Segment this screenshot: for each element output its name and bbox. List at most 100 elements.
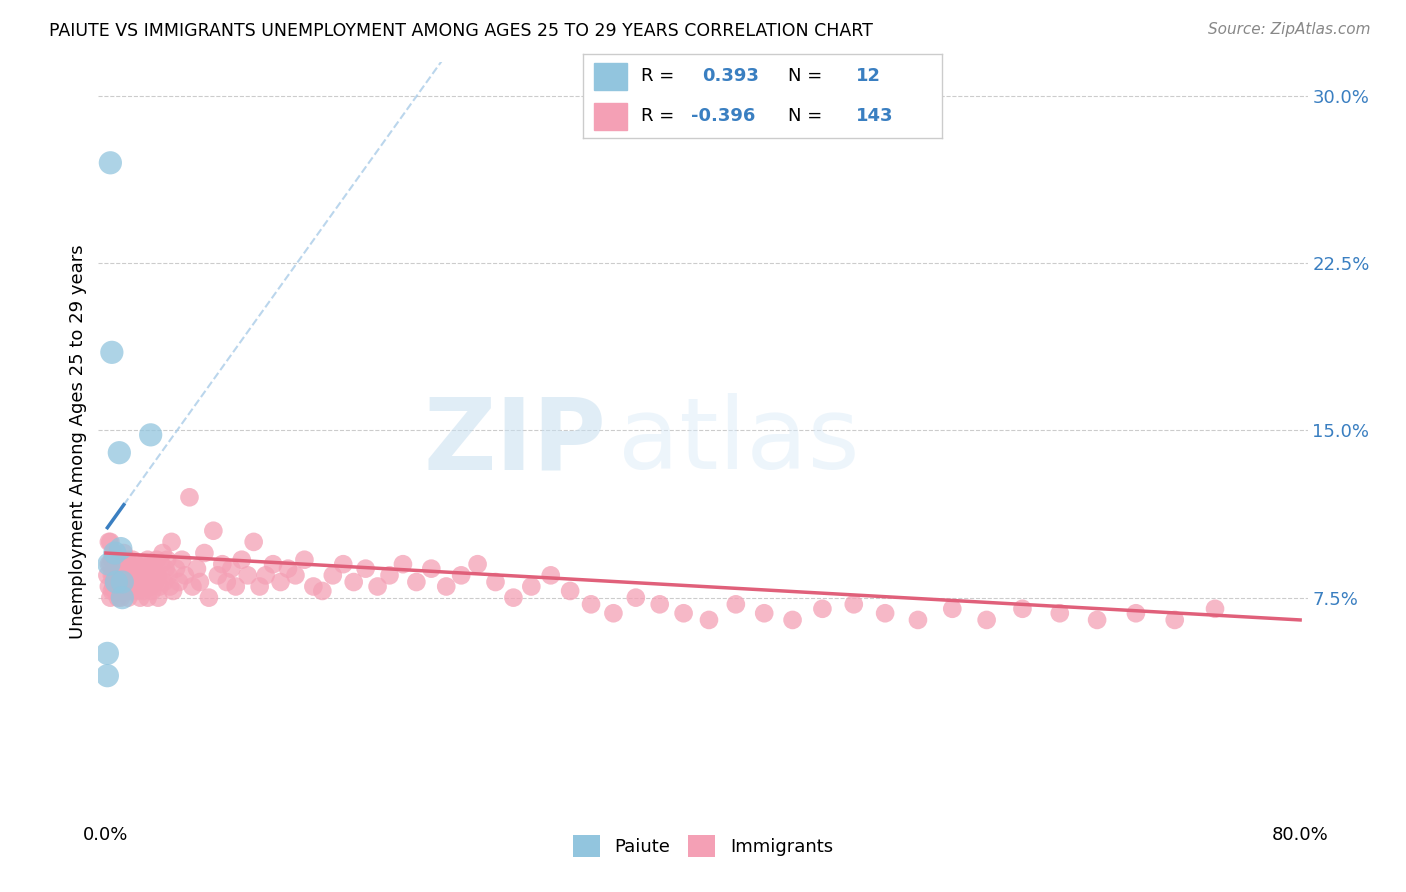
Point [188, 574, 211, 589]
Point [672, 607, 695, 621]
Point [467, 557, 489, 572]
Point [97, 557, 120, 572]
Point [117, 591, 139, 605]
Point [378, 568, 401, 582]
Point [215, 574, 238, 589]
Point [254, 568, 277, 582]
Point [149, 580, 172, 594]
Point [141, 584, 163, 599]
Point [520, 580, 543, 594]
Point [105, 557, 128, 572]
Point [367, 580, 389, 594]
Point [120, 562, 142, 576]
Point [104, 584, 127, 599]
Point [262, 557, 284, 572]
Point [103, 580, 125, 594]
Point [602, 607, 624, 621]
Point [97, 534, 120, 549]
Point [107, 591, 129, 605]
Point [207, 568, 229, 582]
Point [284, 568, 307, 582]
Point [842, 598, 865, 612]
Point [110, 574, 132, 589]
Point [127, 584, 149, 599]
Point [724, 598, 747, 612]
Point [146, 591, 169, 605]
Point [624, 591, 647, 605]
Point [128, 574, 150, 589]
Point [156, 552, 179, 567]
Point [648, 598, 671, 612]
Point [502, 591, 524, 605]
Point [560, 584, 582, 599]
Point [165, 562, 187, 576]
Point [332, 557, 354, 572]
Text: 12: 12 [856, 68, 882, 86]
Point [115, 552, 138, 567]
Point [129, 591, 152, 605]
Point [322, 568, 344, 582]
Point [405, 574, 427, 589]
Point [98, 155, 121, 169]
Point [160, 534, 183, 549]
Point [157, 568, 180, 582]
Point [155, 562, 177, 576]
Point [193, 546, 215, 560]
Point [294, 552, 316, 567]
Point [1011, 601, 1033, 615]
Point [105, 584, 128, 599]
Point [96, 646, 118, 660]
Point [120, 584, 142, 599]
Point [1125, 607, 1147, 621]
Point [111, 591, 134, 605]
Point [179, 491, 201, 505]
Point [125, 580, 148, 594]
Text: -0.396: -0.396 [692, 107, 755, 125]
Point [219, 562, 242, 576]
Text: atlas: atlas [619, 393, 860, 490]
Point [101, 584, 124, 599]
Point [97, 557, 120, 572]
Point [118, 557, 141, 572]
Point [152, 546, 174, 560]
Point [108, 445, 131, 460]
Point [153, 574, 176, 589]
Text: N =: N = [787, 68, 828, 86]
Point [420, 562, 443, 576]
Point [105, 574, 128, 589]
Point [107, 552, 129, 567]
Point [101, 552, 124, 567]
Point [782, 613, 804, 627]
Point [450, 568, 472, 582]
Point [579, 598, 602, 612]
Point [311, 584, 333, 599]
Point [125, 557, 148, 572]
Point [112, 546, 135, 560]
Point [103, 568, 125, 582]
Point [108, 580, 131, 594]
Point [270, 574, 292, 589]
Text: Source: ZipAtlas.com: Source: ZipAtlas.com [1208, 22, 1371, 37]
Y-axis label: Unemployment Among Ages 25 to 29 years: Unemployment Among Ages 25 to 29 years [69, 244, 87, 639]
Point [117, 568, 139, 582]
Point [111, 574, 134, 589]
Text: 143: 143 [856, 107, 893, 125]
Point [101, 568, 124, 582]
Point [108, 568, 131, 582]
Point [162, 584, 184, 599]
Point [976, 613, 998, 627]
Text: PAIUTE VS IMMIGRANTS UNEMPLOYMENT AMONG AGES 25 TO 29 YEARS CORRELATION CHART: PAIUTE VS IMMIGRANTS UNEMPLOYMENT AMONG … [49, 22, 873, 40]
Point [121, 574, 143, 589]
Point [484, 574, 506, 589]
Point [1204, 601, 1226, 615]
Point [136, 552, 159, 567]
Point [139, 580, 162, 594]
Point [186, 562, 208, 576]
Point [111, 557, 134, 572]
Text: N =: N = [787, 107, 828, 125]
Text: R =: R = [641, 107, 681, 125]
Point [754, 607, 776, 621]
Point [225, 580, 247, 594]
Point [181, 580, 204, 594]
Point [146, 568, 169, 582]
